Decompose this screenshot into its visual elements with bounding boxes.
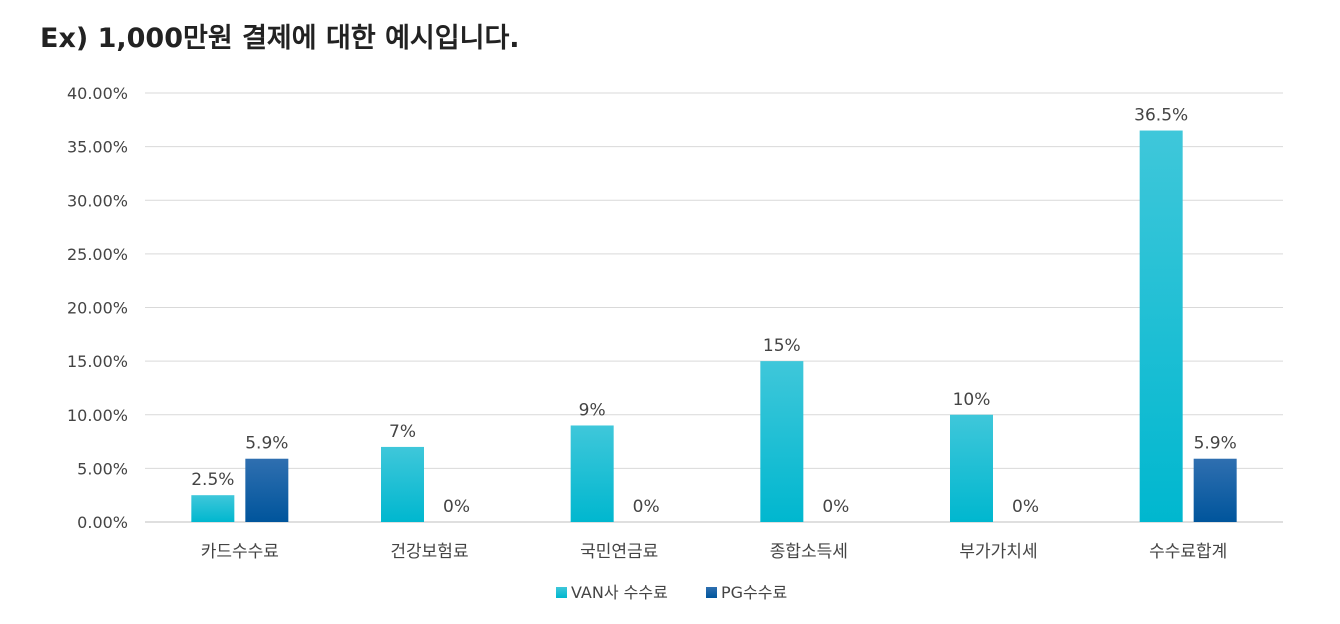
van-data-label: 2.5% xyxy=(191,470,234,490)
pg-bar xyxy=(1193,458,1237,522)
y-tick-label: 30.00% xyxy=(67,191,128,210)
van-data-label: 9% xyxy=(579,400,606,420)
legend: VAN사 수수료 PG수수료 xyxy=(556,583,787,602)
y-tick-label: 15.00% xyxy=(67,352,128,371)
y-tick-label: 25.00% xyxy=(67,245,128,264)
x-category-label: 부가가치세 xyxy=(959,542,1037,562)
data-labels: 2.5% 5.9% 7% 0% 9% 0% 15% 0% 10% 0% 36.5% 5.9% xyxy=(191,106,1237,517)
van-data-label: 10% xyxy=(953,390,991,410)
pg-data-label: 5.9% xyxy=(1194,434,1237,454)
legend-swatch-van xyxy=(556,587,567,598)
pg-data-label: 5.9% xyxy=(245,434,288,454)
pg-bar xyxy=(245,458,289,522)
pg-data-label: 0% xyxy=(443,497,470,517)
y-tick-label: 35.00% xyxy=(67,138,128,157)
van-data-label: 36.5% xyxy=(1134,106,1188,126)
x-axis-categories: 카드수수료 건강보험료 국민연금료 종합소득세 부가가치세 수수료합계 xyxy=(201,542,1228,562)
gridlines xyxy=(145,92,1283,523)
van-bar xyxy=(1139,130,1183,522)
van-bar xyxy=(570,425,614,522)
legend-label-van: VAN사 수수료 xyxy=(571,583,668,602)
y-tick-label: 20.00% xyxy=(67,299,128,318)
van-bar xyxy=(760,361,804,522)
x-category-label: 국민연금료 xyxy=(580,542,658,562)
y-axis-ticks: 0.00% 5.00% 10.00% 15.00% 20.00% 25.00% 30.00%… xyxy=(67,84,128,532)
legend-swatch-pg xyxy=(706,587,717,598)
chart-title: Ex) 1,000만원 결제에 대한 예시입니다. xyxy=(40,23,520,54)
van-bar xyxy=(950,414,993,522)
x-category-label: 카드수수료 xyxy=(201,542,279,562)
van-bar xyxy=(381,446,424,522)
y-tick-label: 5.00% xyxy=(77,459,128,478)
pg-data-label: 0% xyxy=(822,497,849,517)
x-category-label: 건강보험료 xyxy=(390,542,468,562)
pg-data-label: 0% xyxy=(633,497,660,517)
pg-data-label: 0% xyxy=(1012,497,1039,517)
x-category-label: 종합소득세 xyxy=(770,542,848,562)
legend-label-pg: PG수수료 xyxy=(721,583,787,602)
van-bar xyxy=(191,495,235,522)
van-data-label: 7% xyxy=(389,422,416,442)
van-data-label: 15% xyxy=(763,336,801,356)
bars xyxy=(191,130,1237,522)
y-tick-label: 0.00% xyxy=(77,513,128,532)
y-tick-label: 10.00% xyxy=(67,406,128,425)
x-category-label: 수수료합계 xyxy=(1149,542,1227,562)
y-tick-label: 40.00% xyxy=(67,84,128,103)
